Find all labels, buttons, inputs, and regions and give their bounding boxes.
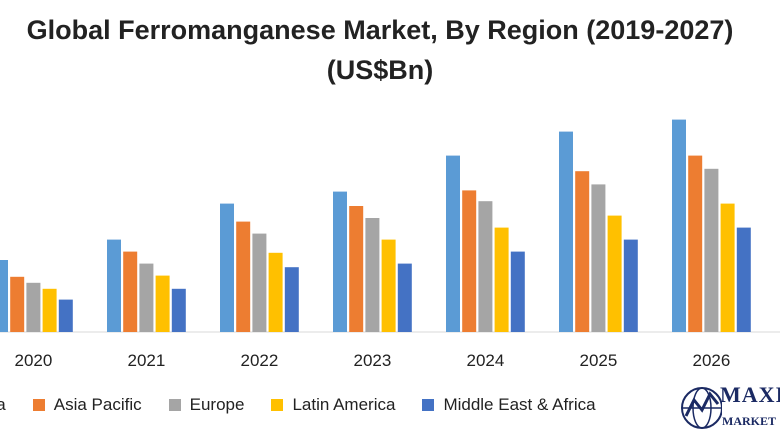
bar-2026-asia-pacific	[688, 155, 703, 332]
bar-2026-middle-east-africa	[736, 227, 751, 332]
bar-2026-europe	[704, 168, 719, 332]
bar-2021-north-america	[107, 239, 121, 332]
bar-2022-middle-east-africa	[284, 267, 299, 332]
bar-2025-asia-pacific	[575, 171, 590, 332]
legend-swatch	[271, 399, 284, 411]
bar-2023-asia-pacific	[349, 206, 364, 332]
bar-2021-europe	[139, 263, 154, 332]
legend-item: Middle East & Africa	[422, 395, 596, 415]
bar-2025-middle-east-africa	[623, 239, 638, 332]
bar-group	[0, 119, 751, 332]
bar-2023-latin-america	[381, 239, 396, 332]
maximize-market-logo: MAXI MARKET	[678, 372, 780, 440]
x-tick-label: 2020	[14, 351, 52, 370]
bar-2020-middle-east-africa	[58, 299, 73, 332]
x-tick-label: 2025	[579, 351, 617, 370]
x-tick-label: 2026	[692, 351, 730, 370]
x-tick-label: 2021	[127, 351, 165, 370]
x-tick-labels: 2020 2021 2022 2023 2024 2025 2026	[14, 351, 730, 370]
bar-2023-europe	[365, 218, 380, 332]
bar-2021-middle-east-africa	[171, 288, 186, 332]
bar-2023-north-america	[333, 191, 347, 332]
bar-2020-europe	[26, 282, 41, 332]
x-tick-label: 2023	[353, 351, 391, 370]
legend-label: Latin America	[292, 395, 396, 414]
legend-swatch	[422, 399, 435, 411]
bar-2022-asia-pacific	[236, 221, 251, 332]
bar-2026-latin-america	[720, 203, 735, 332]
legend-label: Asia Pacific	[53, 395, 142, 414]
bar-2022-europe	[252, 233, 267, 332]
legend-label: Middle East & Africa	[443, 395, 596, 414]
legend-label: ica	[0, 395, 6, 414]
bar-2026-north-america	[672, 119, 686, 332]
bar-2020-latin-america	[42, 288, 57, 332]
x-tick-label: 2022	[240, 351, 278, 370]
legend: ica Asia Pacific Europe Latin America Middle…	[0, 392, 623, 418]
legend-swatch	[168, 399, 181, 411]
legend-swatch	[32, 399, 45, 411]
bar-2025-north-america	[559, 131, 573, 332]
x-tick-label: 2024	[466, 351, 504, 370]
legend-item: Europe	[168, 395, 245, 415]
bar-2024-north-america	[446, 155, 460, 332]
bar-2022-latin-america	[268, 252, 283, 332]
bar-2024-europe	[478, 201, 493, 332]
legend-item: Latin America	[271, 395, 395, 415]
logo-subtext: MARKET	[722, 414, 776, 428]
legend-item: ica	[0, 395, 6, 415]
bar-2023-middle-east-africa	[397, 263, 412, 332]
bar-2024-latin-america	[494, 227, 509, 332]
legend-item: Asia Pacific	[32, 395, 142, 415]
bar-2021-asia-pacific	[123, 251, 138, 332]
bar-2022-north-america	[220, 203, 234, 332]
bar-2020-north-america	[0, 260, 8, 332]
chart-title: Global Ferromanganese Market, By Region …	[26, 15, 734, 85]
bar-2021-latin-america	[155, 275, 170, 332]
globe-icon	[681, 387, 722, 429]
logo-wordmark: MAXI	[720, 382, 780, 407]
bar-2025-europe	[591, 184, 606, 332]
bar-2025-latin-america	[607, 215, 622, 332]
bar-2024-middle-east-africa	[510, 251, 525, 332]
bar-2024-asia-pacific	[462, 190, 477, 332]
bar-2020-asia-pacific	[10, 276, 25, 332]
legend-label: Europe	[189, 395, 245, 414]
